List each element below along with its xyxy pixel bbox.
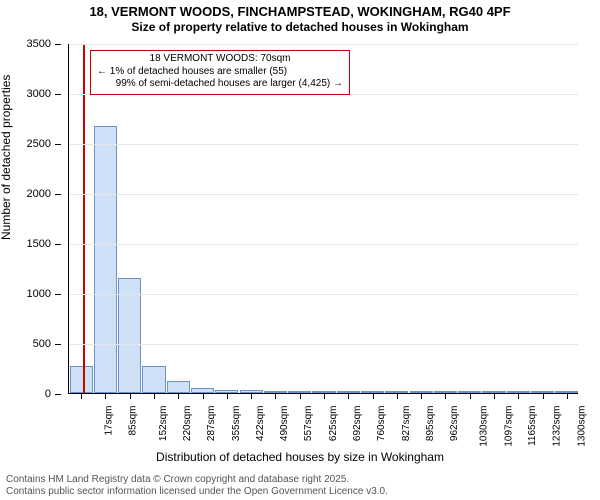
x-tick	[105, 393, 106, 399]
x-tick	[178, 393, 179, 399]
x-tick-label: 287sqm	[206, 406, 217, 442]
footer-text: Contains HM Land Registry data © Crown c…	[6, 474, 388, 498]
x-tick-label: 1030sqm	[479, 406, 490, 447]
x-tick	[324, 393, 325, 399]
gridline	[69, 344, 578, 345]
y-tick-label: 1500	[27, 238, 51, 250]
x-tick	[227, 393, 228, 399]
y-tick-label: 3000	[27, 88, 51, 100]
x-tick-label: 692sqm	[352, 406, 363, 442]
x-tick-label: 355sqm	[231, 406, 242, 442]
gridline	[69, 294, 578, 295]
x-tick-label: 1300sqm	[576, 406, 587, 447]
x-tick-label: 1165sqm	[527, 406, 538, 446]
plot-area: 050010001500200025003000350017sqm85sqm15…	[68, 44, 578, 394]
gridline	[69, 194, 578, 195]
x-tick	[154, 393, 155, 399]
y-axis-label: Number of detached properties	[0, 75, 13, 240]
gridline	[69, 144, 578, 145]
x-tick-label: 557sqm	[304, 406, 315, 442]
x-tick-label: 85sqm	[128, 406, 139, 436]
x-tick-label: 1097sqm	[503, 406, 514, 447]
histogram-bar	[70, 366, 93, 393]
histogram-bar	[167, 381, 190, 393]
title-line-2: Size of property relative to detached ho…	[0, 20, 600, 35]
y-tick-label: 1000	[27, 288, 51, 300]
bar-layer	[69, 44, 578, 393]
marker-line	[83, 44, 85, 393]
x-tick-label: 490sqm	[279, 406, 290, 442]
x-tick	[251, 393, 252, 399]
x-tick-label: 895sqm	[425, 406, 436, 442]
y-tick-label: 0	[45, 388, 51, 400]
x-tick	[518, 393, 519, 399]
x-tick	[445, 393, 446, 399]
callout-line-1: 18 VERMONT WOODS: 70sqm	[97, 53, 343, 66]
x-tick	[130, 393, 131, 399]
chart-title: 18, VERMONT WOODS, FINCHAMPSTEAD, WOKING…	[0, 4, 600, 35]
x-tick	[470, 393, 471, 399]
x-tick	[421, 393, 422, 399]
callout-line-3: 99% of semi-detached houses are larger (…	[97, 78, 343, 91]
x-axis-label: Distribution of detached houses by size …	[0, 450, 600, 464]
y-tick-label: 2500	[27, 138, 51, 150]
title-line-1: 18, VERMONT WOODS, FINCHAMPSTEAD, WOKING…	[0, 4, 600, 20]
y-tick-label: 3500	[27, 38, 51, 50]
x-tick	[373, 393, 374, 399]
x-tick	[81, 393, 82, 399]
histogram-bar	[142, 366, 165, 393]
x-tick-label: 1232sqm	[552, 406, 563, 447]
x-tick	[397, 393, 398, 399]
x-tick	[543, 393, 544, 399]
y-tick-label: 2000	[27, 188, 51, 200]
y-tick-label: 500	[33, 338, 51, 350]
chart-root: { "title": { "line1": "18, VERMONT WOODS…	[0, 0, 600, 500]
callout-line-2: ← 1% of detached houses are smaller (55)	[97, 66, 343, 79]
x-tick	[494, 393, 495, 399]
x-tick-label: 220sqm	[182, 406, 193, 442]
x-tick	[567, 393, 568, 399]
x-tick-label: 962sqm	[449, 406, 460, 442]
x-tick-label: 17sqm	[104, 406, 115, 436]
footer-line-2: Contains public sector information licen…	[6, 486, 388, 498]
histogram-bar	[94, 126, 117, 393]
x-tick	[348, 393, 349, 399]
x-tick-label: 422sqm	[255, 406, 266, 442]
gridline	[69, 44, 578, 45]
callout-box: 18 VERMONT WOODS: 70sqm ← 1% of detached…	[90, 50, 350, 95]
x-tick	[203, 393, 204, 399]
histogram-bar	[118, 278, 141, 393]
x-tick-label: 827sqm	[401, 406, 412, 442]
gridline	[69, 244, 578, 245]
x-tick	[300, 393, 301, 399]
x-tick-label: 625sqm	[328, 406, 339, 442]
footer-line-1: Contains HM Land Registry data © Crown c…	[6, 474, 388, 486]
x-tick-label: 760sqm	[376, 406, 387, 442]
x-tick	[275, 393, 276, 399]
x-tick-label: 152sqm	[158, 406, 169, 442]
